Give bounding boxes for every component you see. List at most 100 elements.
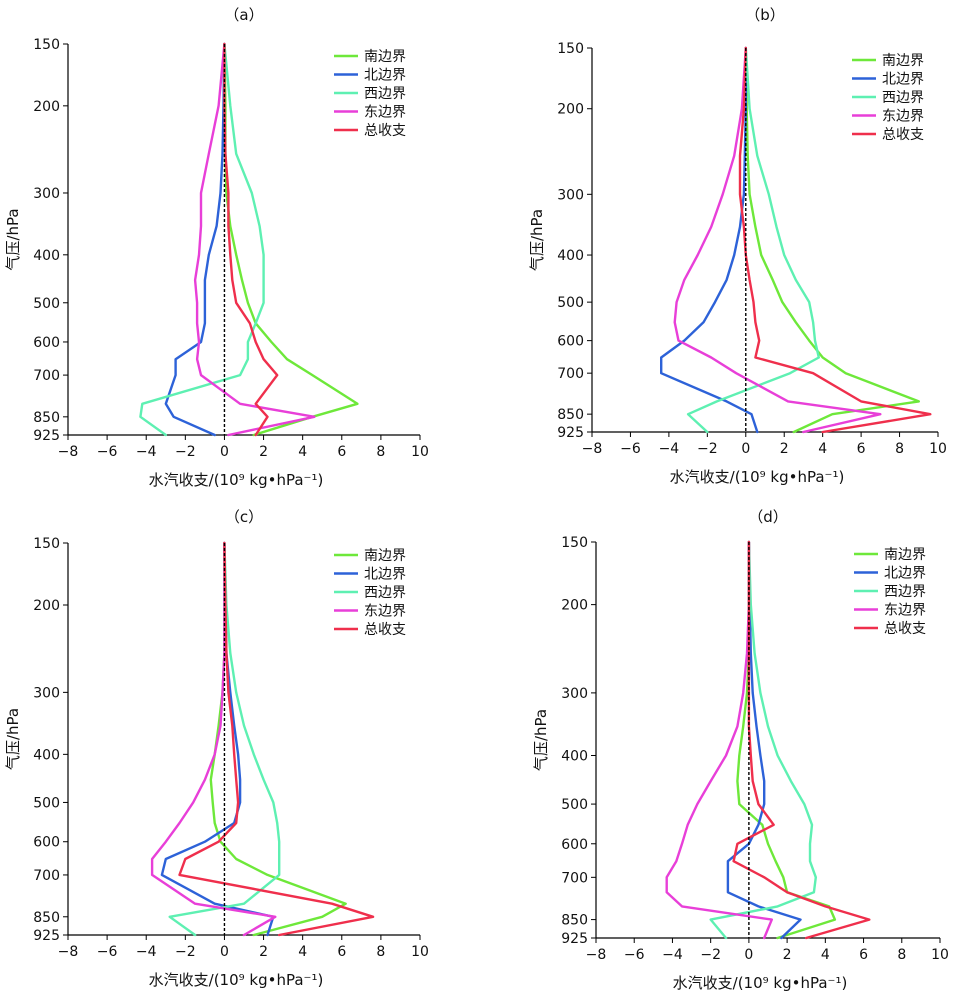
series-line bbox=[150, 541, 277, 937]
x-tick-label: 4 bbox=[821, 947, 830, 963]
y-tick-label: 150 bbox=[33, 536, 60, 552]
y-tick-label: 200 bbox=[561, 598, 588, 614]
legend-label: 总收支 bbox=[364, 622, 406, 638]
panel-title: （c） bbox=[225, 508, 263, 526]
x-axis-label: 水汽收支/(10⁹ kg•hPa⁻¹) bbox=[149, 471, 324, 489]
y-tick-label: 850 bbox=[33, 410, 60, 426]
x-tick-label: 0 bbox=[744, 947, 753, 963]
y-tick-label: 500 bbox=[33, 795, 60, 811]
legend-label: 南边界 bbox=[364, 548, 406, 564]
y-tick-label: 850 bbox=[561, 913, 588, 929]
series-line bbox=[744, 46, 920, 434]
y-tick-label: 400 bbox=[33, 747, 60, 763]
series-line bbox=[686, 46, 820, 434]
legend-label: 西边界 bbox=[364, 585, 406, 601]
x-tick-label: 0 bbox=[220, 444, 229, 460]
series-line bbox=[660, 46, 759, 434]
y-tick-label: 400 bbox=[561, 749, 588, 765]
series-line bbox=[168, 541, 281, 937]
x-tick-label: −4 bbox=[136, 444, 157, 460]
chart-panel: （d） −8 −6 −4 −2 0 2 4 6 8 10 150 200 300 400 500 600 700 8… bbox=[532, 508, 949, 992]
y-tick-label: 850 bbox=[33, 910, 60, 926]
y-tick-label: 300 bbox=[561, 686, 588, 702]
x-tick-label: −2 bbox=[700, 947, 721, 963]
y-tick-label: 300 bbox=[33, 685, 60, 701]
x-tick-label: −8 bbox=[58, 944, 79, 960]
y-axis-label: 气压/hPa bbox=[528, 209, 546, 271]
x-tick-label: 8 bbox=[376, 944, 385, 960]
y-tick-label: 925 bbox=[33, 928, 60, 944]
legend-label: 北边界 bbox=[364, 567, 406, 583]
x-tick-label: 10 bbox=[931, 947, 949, 963]
x-tick-label: −6 bbox=[624, 947, 645, 963]
x-tick-label: 2 bbox=[780, 441, 789, 457]
y-tick-label: 600 bbox=[557, 334, 584, 350]
y-axis-label: 气压/hPa bbox=[4, 708, 22, 770]
y-tick-label: 600 bbox=[33, 335, 60, 351]
y-tick-label: 925 bbox=[33, 428, 60, 444]
series-line bbox=[223, 42, 279, 437]
panel-title: （b） bbox=[745, 6, 785, 24]
x-tick-label: −6 bbox=[97, 444, 118, 460]
legend-label: 东边界 bbox=[884, 603, 926, 619]
series-line bbox=[726, 540, 802, 940]
x-tick-label: 10 bbox=[411, 944, 429, 960]
legend-label: 东边界 bbox=[364, 105, 406, 121]
x-tick-label: −4 bbox=[659, 441, 680, 457]
legend-label: 西边界 bbox=[364, 86, 406, 102]
x-tick-label: 8 bbox=[897, 947, 906, 963]
x-tick-label: 2 bbox=[259, 444, 268, 460]
x-tick-label: 4 bbox=[298, 944, 307, 960]
y-tick-label: 700 bbox=[33, 368, 60, 384]
y-tick-label: 925 bbox=[557, 425, 584, 441]
series-line bbox=[736, 540, 837, 940]
chart-panel: （b） −8 −6 −4 −2 0 2 4 6 8 10 150 200 300 400 500 600 700 8… bbox=[528, 6, 947, 486]
y-axis-label: 气压/hPa bbox=[532, 709, 550, 771]
legend-label: 北边界 bbox=[882, 72, 924, 88]
x-tick-label: −8 bbox=[58, 444, 79, 460]
legend-label: 东边界 bbox=[882, 109, 924, 125]
x-axis-label: 水汽收支/(10⁹ kg•hPa⁻¹) bbox=[673, 974, 848, 992]
series-line bbox=[223, 42, 359, 437]
legend-label: 南边界 bbox=[884, 547, 926, 563]
x-tick-label: 6 bbox=[337, 944, 346, 960]
x-tick-label: −6 bbox=[97, 944, 118, 960]
x-tick-label: −2 bbox=[175, 444, 196, 460]
series-line bbox=[193, 42, 316, 437]
y-tick-label: 300 bbox=[557, 187, 584, 203]
x-tick-label: 8 bbox=[376, 444, 385, 460]
legend-label: 总收支 bbox=[882, 127, 924, 143]
y-tick-label: 850 bbox=[557, 407, 584, 423]
y-tick-label: 400 bbox=[33, 248, 60, 264]
x-tick-label: 2 bbox=[783, 947, 792, 963]
y-tick-label: 700 bbox=[557, 366, 584, 382]
x-tick-label: 0 bbox=[220, 944, 229, 960]
x-tick-label: 6 bbox=[857, 441, 866, 457]
y-tick-label: 500 bbox=[557, 295, 584, 311]
series-line bbox=[673, 46, 882, 434]
y-tick-label: 600 bbox=[33, 835, 60, 851]
legend-label: 南边界 bbox=[882, 53, 924, 69]
legend-label: 总收支 bbox=[884, 621, 926, 637]
y-tick-label: 150 bbox=[557, 41, 584, 57]
y-tick-label: 700 bbox=[33, 868, 60, 884]
y-tick-label: 200 bbox=[33, 99, 60, 115]
x-tick-label: −2 bbox=[697, 441, 718, 457]
legend-label: 南边界 bbox=[364, 49, 406, 65]
y-tick-label: 500 bbox=[33, 296, 60, 312]
x-tick-label: −6 bbox=[620, 441, 641, 457]
x-tick-label: −4 bbox=[136, 944, 157, 960]
y-tick-label: 600 bbox=[561, 837, 588, 853]
x-tick-label: −8 bbox=[582, 441, 603, 457]
y-tick-label: 150 bbox=[33, 37, 60, 53]
x-axis-label: 水汽收支/(10⁹ kg•hPa⁻¹) bbox=[670, 468, 845, 486]
y-tick-label: 150 bbox=[561, 535, 588, 551]
series-line bbox=[709, 540, 817, 940]
y-axis-label: 气压/hPa bbox=[4, 208, 22, 270]
series-line bbox=[178, 541, 375, 937]
legend-label: 东边界 bbox=[364, 604, 406, 620]
series-line bbox=[732, 540, 871, 940]
x-tick-label: −8 bbox=[586, 947, 607, 963]
legend-label: 北边界 bbox=[884, 566, 926, 582]
legend-label: 西边界 bbox=[884, 584, 926, 600]
